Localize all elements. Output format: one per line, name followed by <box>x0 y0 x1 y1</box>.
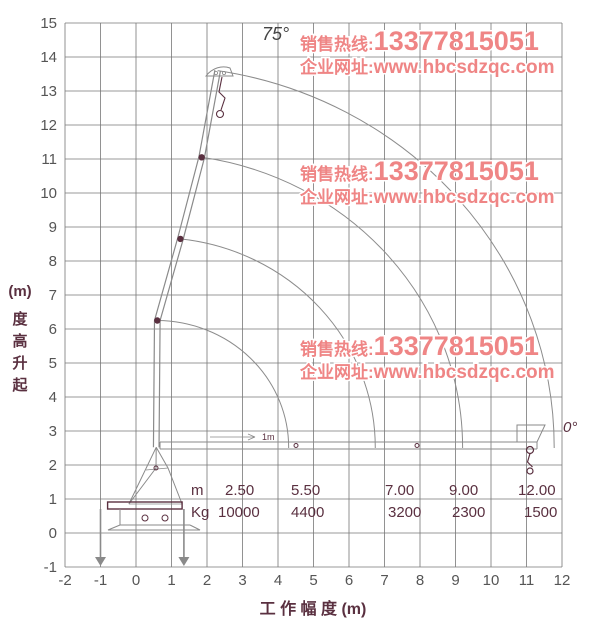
svg-text:起: 起 <box>11 377 28 394</box>
svg-text:(m): (m) <box>8 283 31 300</box>
svg-text:7: 7 <box>49 287 57 304</box>
svg-text:11: 11 <box>519 572 535 589</box>
svg-text:2.50: 2.50 <box>225 482 254 499</box>
svg-text:0: 0 <box>132 572 140 589</box>
svg-text:3: 3 <box>49 423 57 440</box>
svg-text:2: 2 <box>49 457 57 474</box>
svg-text:3200: 3200 <box>388 504 421 521</box>
svg-text:升: 升 <box>12 355 27 372</box>
svg-text:7: 7 <box>380 572 388 589</box>
svg-text:1: 1 <box>49 491 57 508</box>
svg-text:13: 13 <box>40 83 57 100</box>
svg-text:7.00: 7.00 <box>385 482 414 499</box>
svg-text:4: 4 <box>49 389 57 406</box>
svg-text:2300: 2300 <box>452 504 485 521</box>
svg-text:0°: 0° <box>563 419 577 436</box>
svg-text:企业网址:www.hbcsdzqc.com: 企业网址:www.hbcsdzqc.com <box>299 187 555 208</box>
svg-text:度: 度 <box>12 310 28 328</box>
svg-text:5.50: 5.50 <box>291 482 320 499</box>
svg-text:-1: -1 <box>44 559 57 576</box>
svg-text:Kg: Kg <box>191 504 209 521</box>
svg-text:11: 11 <box>41 151 57 168</box>
svg-text:10: 10 <box>483 572 500 589</box>
svg-text:1500: 1500 <box>524 504 557 521</box>
svg-text:0: 0 <box>49 525 57 542</box>
svg-text:2: 2 <box>203 572 211 589</box>
svg-text:企业网址:www.hbcsdzqc.com: 企业网址:www.hbcsdzqc.com <box>299 57 555 78</box>
svg-text:8: 8 <box>416 572 424 589</box>
svg-text:-1: -1 <box>94 572 107 589</box>
svg-text:6: 6 <box>345 572 353 589</box>
svg-text:75°: 75° <box>262 24 289 44</box>
svg-text:5: 5 <box>49 355 57 372</box>
svg-text:高: 高 <box>12 332 27 350</box>
svg-text:-2: -2 <box>58 572 71 589</box>
svg-text:9: 9 <box>49 219 57 236</box>
svg-text:9.00: 9.00 <box>449 482 478 499</box>
svg-text:6: 6 <box>49 321 57 338</box>
svg-text:12.00: 12.00 <box>518 482 556 499</box>
svg-text:企业网址:www.hbcsdzqc.com: 企业网址:www.hbcsdzqc.com <box>299 362 555 383</box>
svg-text:1m: 1m <box>262 432 275 442</box>
svg-text:8: 8 <box>49 253 57 270</box>
svg-text:15: 15 <box>40 15 57 32</box>
svg-text:10000: 10000 <box>218 504 260 521</box>
svg-text:4400: 4400 <box>291 504 324 521</box>
svg-text:5: 5 <box>309 572 317 589</box>
svg-text:12: 12 <box>554 572 571 589</box>
svg-text:4: 4 <box>274 572 282 589</box>
svg-text:9: 9 <box>451 572 459 589</box>
svg-text:m: m <box>191 482 204 499</box>
svg-text:10: 10 <box>40 185 57 202</box>
svg-text:12: 12 <box>40 117 57 134</box>
svg-text:14: 14 <box>40 49 57 66</box>
svg-text:3: 3 <box>238 572 246 589</box>
svg-text:工 作 幅 度 (m): 工 作 幅 度 (m) <box>260 599 367 618</box>
svg-text:1: 1 <box>167 572 175 589</box>
